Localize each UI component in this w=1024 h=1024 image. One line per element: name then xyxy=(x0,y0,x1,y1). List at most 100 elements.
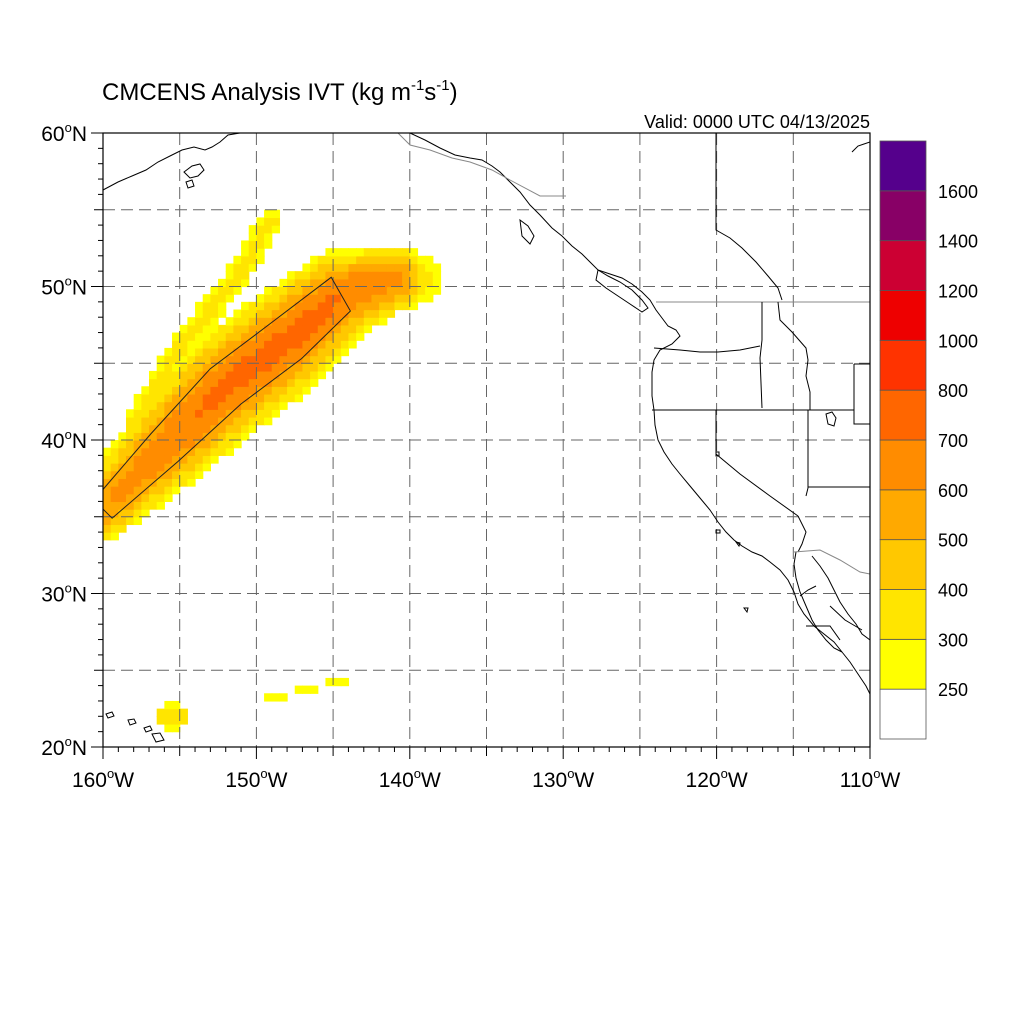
ivt-cell xyxy=(218,324,227,334)
ivt-cell xyxy=(271,386,281,395)
ivt-cell xyxy=(279,324,288,334)
ivt-cell xyxy=(386,301,396,311)
ivt-cell xyxy=(333,324,342,334)
ivt-cell xyxy=(187,447,196,456)
ivt-cell xyxy=(317,332,327,341)
north-america-coast xyxy=(409,133,870,695)
ivt-cell xyxy=(233,424,242,433)
wyoming-borders xyxy=(853,363,870,425)
axis-ticks xyxy=(91,132,871,759)
ivt-cell xyxy=(179,708,188,717)
great-salt-lake xyxy=(825,411,837,427)
ivt-cell xyxy=(333,263,342,272)
ivt-cell xyxy=(210,447,219,456)
ivt-cell xyxy=(256,416,265,426)
ivt-cell xyxy=(233,309,242,318)
ivt-cell xyxy=(195,332,204,341)
colorbar-swatch xyxy=(879,439,927,491)
ivt-cell xyxy=(133,416,142,426)
ivt-cell xyxy=(310,363,319,372)
ivt-cell xyxy=(241,409,250,418)
ivt-cell xyxy=(218,409,227,418)
ivt-cell xyxy=(279,301,288,311)
ivt-cell xyxy=(218,393,227,403)
ivt-cell xyxy=(187,409,196,418)
ivt-cell xyxy=(241,370,250,380)
ivt-cell xyxy=(187,317,196,326)
lon-label: 150oW xyxy=(225,766,287,792)
ivt-cell xyxy=(103,447,112,456)
ivt-cell xyxy=(248,309,257,318)
ivt-cell xyxy=(287,278,296,288)
ivt-cell xyxy=(310,340,319,349)
colorbar-label: 500 xyxy=(938,531,968,551)
ivt-cell xyxy=(133,463,142,472)
ivt-cell xyxy=(187,463,196,472)
ivt-cell xyxy=(202,393,211,403)
ivt-cell xyxy=(118,455,127,464)
ivt-cell xyxy=(425,271,434,280)
ivt-cell xyxy=(233,263,242,272)
ivt-cell xyxy=(356,332,365,341)
ivt-cell xyxy=(172,470,181,479)
ivt-cell xyxy=(432,286,442,295)
baja-california xyxy=(793,551,843,653)
coastline-layer xyxy=(103,133,870,743)
ivt-cell xyxy=(210,294,219,303)
ivt-cell xyxy=(195,340,204,349)
ivt-cell xyxy=(241,401,250,410)
ivt-cell xyxy=(287,286,296,295)
ivt-cell xyxy=(149,416,158,426)
ivt-cell xyxy=(202,416,211,426)
ivt-cell xyxy=(187,401,196,410)
ivt-cell xyxy=(302,317,311,326)
lat-label: 60oN xyxy=(41,120,87,146)
ivt-cell xyxy=(294,685,304,694)
ivt-cell xyxy=(164,432,173,441)
ivt-cell xyxy=(294,317,304,326)
ivt-cell xyxy=(294,340,304,349)
ivt-cell xyxy=(225,263,234,272)
ivt-cell xyxy=(103,463,112,472)
ivt-cell xyxy=(118,493,127,503)
ivt-cell xyxy=(325,363,334,372)
ivt-cell xyxy=(356,294,365,303)
ivt-cell xyxy=(371,309,380,318)
ivt-cell xyxy=(172,393,181,403)
ivt-cell xyxy=(241,301,250,311)
ivt-cell xyxy=(110,493,119,503)
ivt-cell xyxy=(271,393,281,403)
ivt-cell xyxy=(164,470,173,479)
ivt-cell xyxy=(287,309,296,318)
colorbar-swatch xyxy=(879,539,927,590)
ivt-cell xyxy=(149,401,158,410)
ivt-cell xyxy=(340,317,350,326)
ivt-cell xyxy=(279,378,288,387)
ivt-cell xyxy=(264,209,273,219)
ivt-cell xyxy=(256,294,265,303)
ivt-cell xyxy=(164,386,173,395)
ivt-cell xyxy=(233,317,242,326)
ivt-cell xyxy=(110,470,119,479)
ivt-cell xyxy=(118,440,127,449)
ivt-cell xyxy=(256,332,265,341)
ivt-cell xyxy=(164,401,173,410)
ivt-cell xyxy=(294,278,304,288)
ivt-cell xyxy=(103,470,112,479)
colorbar-swatch xyxy=(879,190,927,242)
colorbar-label: 800 xyxy=(938,381,968,401)
colorbar-label: 700 xyxy=(938,431,968,451)
ivt-cell xyxy=(356,324,365,334)
ivt-cell xyxy=(379,263,388,272)
ivt-cell xyxy=(340,248,350,257)
ivt-cell xyxy=(187,432,196,441)
ivt-cell xyxy=(149,486,158,495)
ivt-cell xyxy=(310,317,319,326)
ivt-cell xyxy=(310,263,319,272)
ivt-cell xyxy=(317,294,327,303)
ivt-shading-layer xyxy=(103,209,442,733)
ivt-cell xyxy=(241,393,250,403)
ivt-cell xyxy=(409,301,419,311)
ivt-cell xyxy=(141,432,150,441)
ivt-cell xyxy=(103,532,112,541)
